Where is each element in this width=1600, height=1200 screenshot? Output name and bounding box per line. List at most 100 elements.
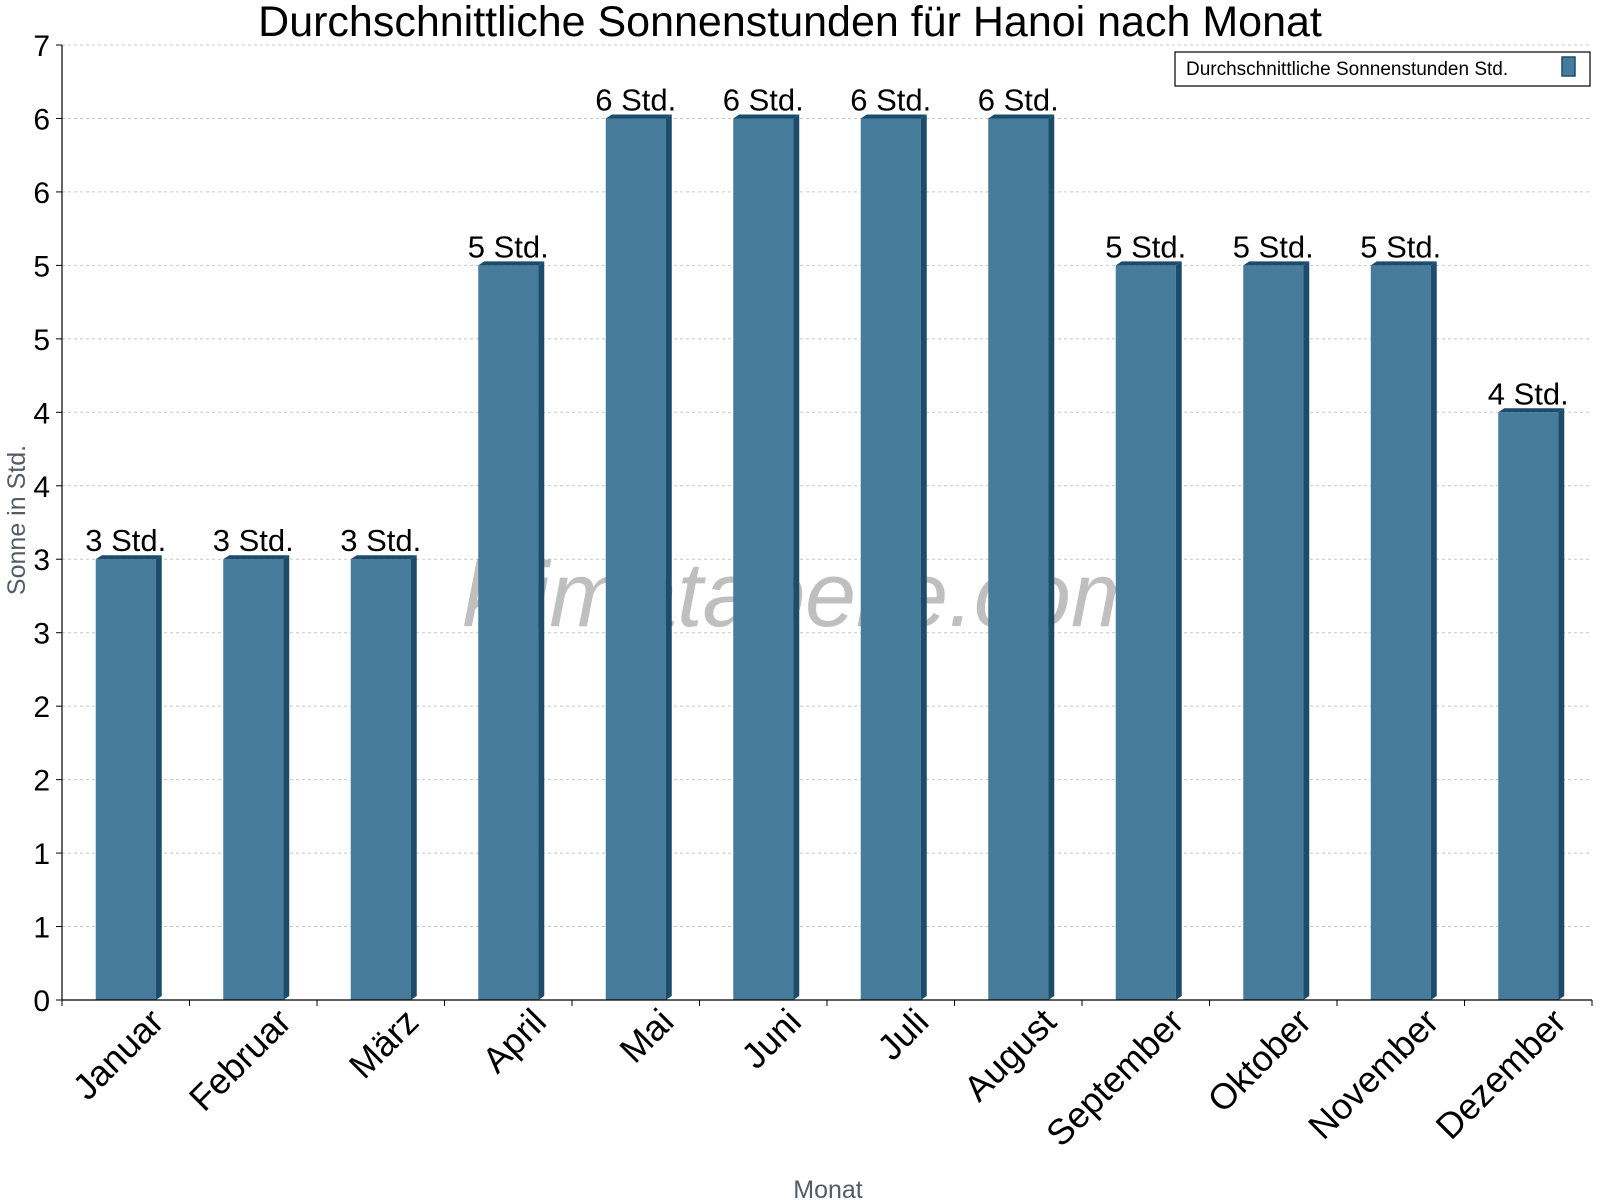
- bar-front: [733, 118, 794, 1000]
- bar-august: [988, 114, 1055, 1000]
- bar-top: [95, 555, 162, 560]
- bar-front: [223, 559, 284, 1000]
- bar-top: [605, 114, 672, 119]
- bar-front: [1115, 265, 1176, 1000]
- bar-side: [665, 114, 672, 1000]
- x-tick-label: November: [1300, 1001, 1446, 1147]
- x-tick-label: Oktober: [1199, 1001, 1319, 1121]
- bar-top: [733, 114, 800, 119]
- bar-front: [988, 118, 1049, 1000]
- bar-dezember: [1498, 408, 1565, 1000]
- bar-februar: [223, 555, 290, 1000]
- y-tick-label: 1: [33, 912, 50, 945]
- chart-title: Durchschnittliche Sonnenstunden für Hano…: [258, 0, 1322, 46]
- bar-märz: [350, 555, 417, 1000]
- bar-side: [1303, 261, 1310, 1000]
- bar-side: [410, 555, 417, 1000]
- x-tick-label: April: [474, 1001, 554, 1081]
- bar-front: [1243, 265, 1304, 1000]
- data-label: 3 Std.: [213, 523, 294, 558]
- y-axis-label: Sonne in Std.: [3, 445, 31, 595]
- legend: Durchschnittliche Sonnenstunden Std.: [1174, 51, 1591, 87]
- bar-side: [283, 555, 290, 1000]
- bar-november: [1370, 261, 1437, 1000]
- bar-front: [1370, 265, 1431, 1000]
- bar-side: [1558, 408, 1565, 1000]
- bar-side: [1175, 261, 1182, 1000]
- bar-side: [1430, 261, 1437, 1000]
- data-label: 5 Std.: [1233, 229, 1314, 264]
- data-label: 5 Std.: [1105, 229, 1186, 264]
- grid-lines: [56, 44, 1592, 1001]
- y-tick-label: 5: [33, 250, 50, 283]
- bar-april: [478, 261, 545, 1000]
- bar-mai: [605, 114, 672, 1000]
- x-axis-label: Monat: [793, 1176, 863, 1200]
- data-label: 3 Std.: [85, 523, 166, 558]
- x-tick-label: Februar: [181, 1001, 299, 1119]
- legend-label: Durchschnittliche Sonnenstunden Std.: [1186, 59, 1508, 80]
- bar-top: [1243, 261, 1310, 266]
- x-tick-label: August: [956, 1001, 1064, 1109]
- bar-top: [1370, 261, 1437, 266]
- bar-oktober: [1243, 261, 1310, 1000]
- y-tick-label: 1: [33, 838, 50, 871]
- data-label: 6 Std.: [595, 82, 676, 117]
- data-labels: 3 Std. 3 Std. 3 Std. 5 Std. 6 Std. 6 Std. 6 St…: [85, 82, 1569, 558]
- bar-side: [538, 261, 545, 1000]
- bar-top: [223, 555, 290, 560]
- x-tick-label: Januar: [65, 1001, 172, 1108]
- y-tick-label: 2: [33, 765, 50, 798]
- bar-front: [1498, 412, 1559, 1000]
- x-tick-label: Dezember: [1427, 1001, 1573, 1147]
- y-tick-labels: 0 1 1 2 2 3 3 4 4 5 5 6 6 7: [33, 30, 50, 1018]
- bar-side: [920, 114, 927, 1000]
- y-tick-label: 4: [33, 397, 50, 430]
- y-tick-label: 0: [33, 985, 50, 1018]
- axes: [61, 45, 1593, 1006]
- bar-top: [988, 114, 1055, 119]
- legend-swatch: [1561, 56, 1576, 77]
- y-tick-label: 5: [33, 324, 50, 357]
- y-tick-label: 6: [33, 103, 50, 136]
- data-label: 4 Std.: [1488, 376, 1569, 411]
- bar-top: [1115, 261, 1182, 266]
- x-tick-labels: Januar Februar März April Mai Juni Juli AugustS…: [65, 1001, 1574, 1155]
- bars: [95, 114, 1565, 1000]
- y-tick-label: 4: [33, 471, 50, 504]
- data-label: 6 Std.: [850, 82, 931, 117]
- bar-top: [860, 114, 927, 119]
- y-tick-label: 3: [33, 618, 50, 651]
- bar-front: [350, 559, 411, 1000]
- data-label: 6 Std.: [978, 82, 1059, 117]
- bar-juli: [860, 114, 927, 1000]
- data-label: 5 Std.: [1360, 229, 1441, 264]
- y-tick-label: 7: [33, 30, 50, 63]
- bar-front: [478, 265, 539, 1000]
- bar-september: [1115, 261, 1182, 1000]
- x-tick-label: Mai: [611, 1001, 681, 1071]
- bar-front: [605, 118, 666, 1000]
- bar-side: [793, 114, 800, 1000]
- x-tick-label: Juni: [733, 1001, 809, 1077]
- data-label: 3 Std.: [340, 523, 421, 558]
- x-tick-label: Juli: [869, 1001, 936, 1068]
- bar-januar: [95, 555, 162, 1000]
- bar-top: [350, 555, 417, 560]
- data-label: 5 Std.: [468, 229, 549, 264]
- y-tick-label: 6: [33, 177, 50, 210]
- y-tick-label: 3: [33, 544, 50, 577]
- y-tick-label: 2: [33, 691, 50, 724]
- x-tick-label: September: [1038, 1001, 1192, 1155]
- bar-front: [95, 559, 156, 1000]
- data-label: 6 Std.: [723, 82, 804, 117]
- bar-side: [1048, 114, 1055, 1000]
- bar-front: [860, 118, 921, 1000]
- bar-side: [155, 555, 162, 1000]
- legend-box: [1174, 51, 1591, 87]
- bar-top: [1498, 408, 1565, 413]
- bar-top: [478, 261, 545, 266]
- x-tick-label: März: [341, 1001, 427, 1087]
- bar-juni: [733, 114, 800, 1000]
